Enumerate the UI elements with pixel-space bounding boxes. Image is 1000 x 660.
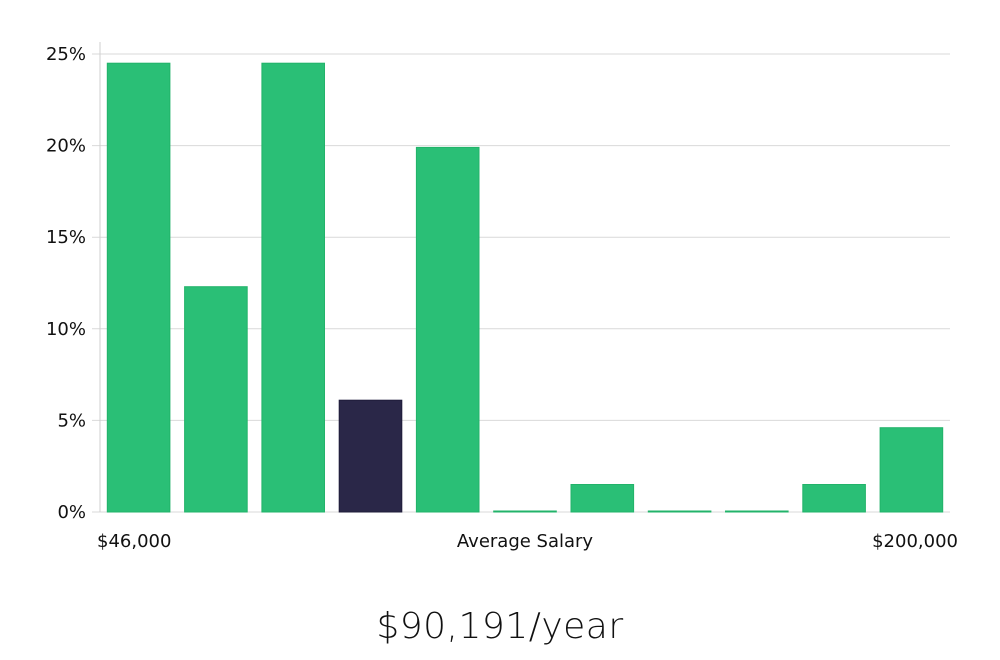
bar	[725, 510, 789, 513]
bars-layer	[106, 62, 944, 513]
x-max-label: $200,000	[872, 531, 958, 552]
bar	[570, 484, 635, 513]
bar	[415, 146, 480, 513]
average-salary-value: $90,191/year	[376, 606, 624, 647]
bar	[647, 510, 712, 513]
y-axis-ticks: 0% 5% 10% 15% 20% 25%	[46, 44, 86, 523]
y-tick-label: 15%	[46, 227, 86, 248]
salary-distribution-chart: 0% 5% 10% 15% 20% 25% $46,000 Average Salary …	[46, 42, 958, 552]
y-tick-label: 20%	[46, 136, 86, 157]
bar	[184, 286, 248, 513]
x-axis-label: Average Salary	[457, 531, 594, 552]
chart-svg: 0%5%10%15%20%25% $46,000 Average Salary …	[46, 42, 958, 552]
bar	[493, 510, 557, 513]
bar	[802, 484, 866, 513]
bar	[106, 62, 171, 513]
y-tick-label: 5%	[57, 410, 86, 431]
y-tick-label: 0%	[57, 502, 86, 523]
bar	[261, 62, 325, 513]
y-tick-label: 25%	[46, 44, 86, 65]
bar-highlighted	[338, 399, 403, 513]
y-tick-label: 10%	[46, 319, 86, 340]
bar	[879, 427, 944, 513]
x-min-label: $46,000	[97, 531, 171, 552]
